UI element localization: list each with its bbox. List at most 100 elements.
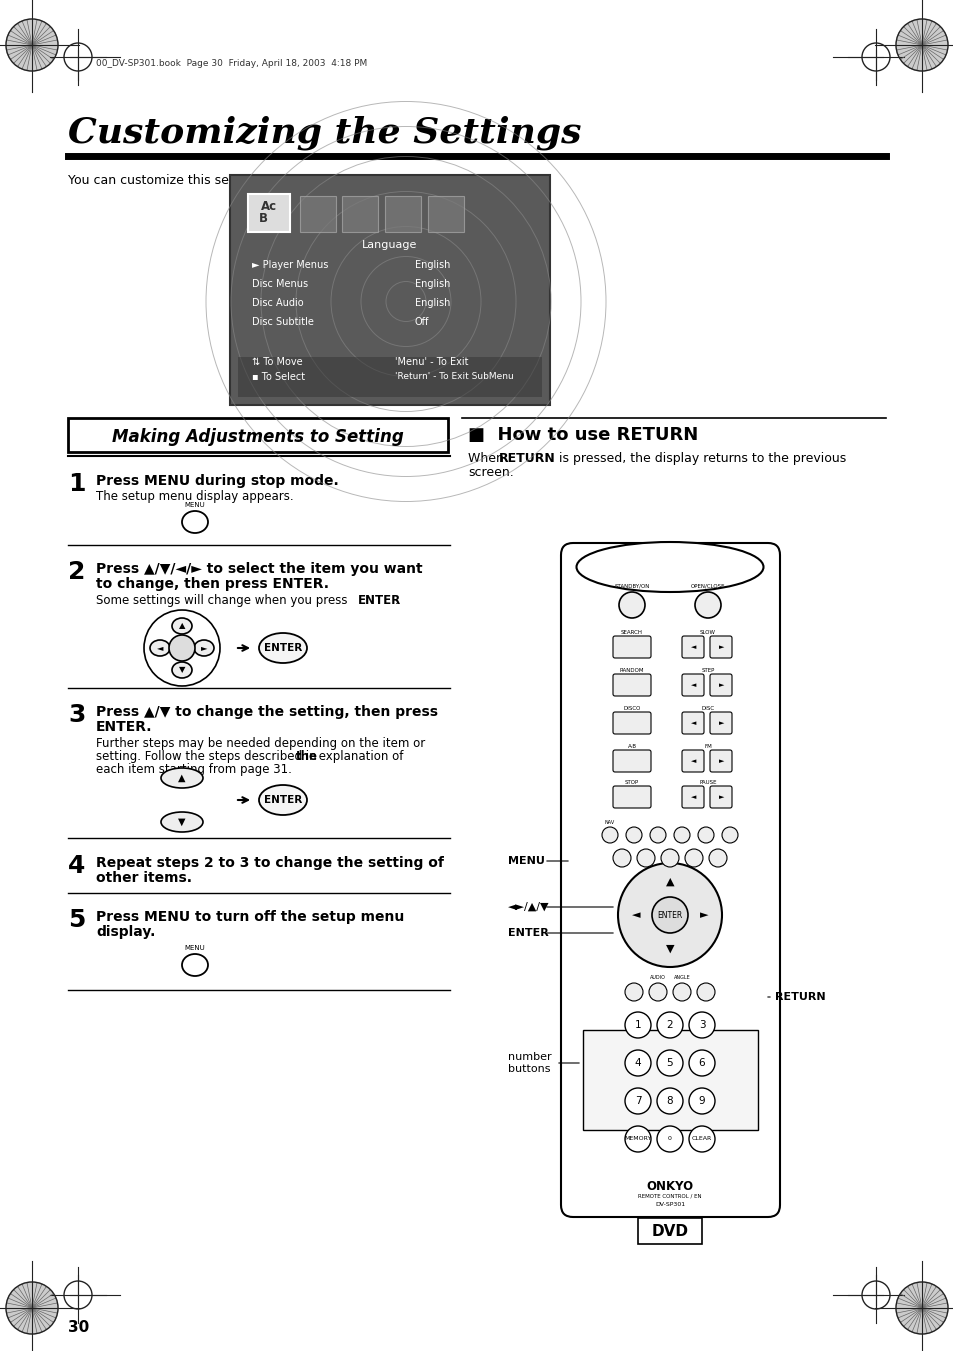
Circle shape (657, 1088, 682, 1115)
FancyBboxPatch shape (299, 196, 335, 232)
Text: ►: ► (719, 758, 724, 765)
Text: MENU: MENU (185, 944, 205, 951)
Text: ENTER.: ENTER. (96, 720, 152, 734)
Circle shape (688, 1125, 714, 1152)
Text: STEP: STEP (700, 667, 714, 673)
Text: DISC: DISC (700, 707, 714, 711)
FancyBboxPatch shape (582, 1029, 758, 1129)
Text: MENU: MENU (185, 503, 205, 508)
Text: ⇅ To Move: ⇅ To Move (252, 357, 302, 367)
Text: PAUSE: PAUSE (699, 780, 716, 785)
Text: ◄: ◄ (156, 643, 163, 653)
Text: FM: FM (703, 744, 711, 748)
Text: STANDBY/ON: STANDBY/ON (614, 584, 649, 588)
Text: 5: 5 (68, 908, 85, 932)
Circle shape (624, 1012, 650, 1038)
Text: ►: ► (719, 794, 724, 800)
Text: 9: 9 (698, 1096, 704, 1106)
Text: ENTER: ENTER (657, 911, 682, 920)
Ellipse shape (161, 812, 203, 832)
Text: SLOW: SLOW (700, 630, 716, 635)
Text: ◄: ◄ (631, 911, 639, 920)
FancyBboxPatch shape (428, 196, 463, 232)
Text: ◄: ◄ (691, 758, 696, 765)
Text: DVD: DVD (651, 1224, 688, 1239)
Text: ▼: ▼ (665, 944, 674, 954)
Text: 3: 3 (68, 703, 85, 727)
Text: Press ▲/▼/◄/► to select the item you want: Press ▲/▼/◄/► to select the item you wan… (96, 562, 422, 576)
Ellipse shape (193, 640, 213, 657)
Text: DISCO: DISCO (622, 707, 640, 711)
FancyBboxPatch shape (248, 195, 290, 232)
Text: ENTER: ENTER (507, 928, 548, 938)
Text: ◄: ◄ (691, 682, 696, 688)
FancyBboxPatch shape (681, 712, 703, 734)
Text: ►: ► (719, 720, 724, 725)
Text: RANDOM: RANDOM (619, 667, 643, 673)
Text: ◄: ◄ (691, 644, 696, 650)
Polygon shape (895, 19, 947, 72)
Text: Repeat steps 2 to 3 to change the setting of: Repeat steps 2 to 3 to change the settin… (96, 857, 443, 870)
Text: NAV: NAV (604, 820, 615, 825)
Text: The setup menu display appears.: The setup menu display appears. (96, 490, 294, 503)
Text: You can customize this setting menu according to your preferences.: You can customize this setting menu acco… (68, 174, 494, 186)
Text: Making Adjustments to Setting: Making Adjustments to Setting (112, 428, 403, 446)
Text: SEARCH: SEARCH (620, 630, 642, 635)
Text: the: the (295, 750, 317, 763)
Circle shape (169, 635, 194, 661)
Circle shape (672, 984, 690, 1001)
Circle shape (708, 848, 726, 867)
Text: ► Player Menus: ► Player Menus (252, 259, 328, 270)
Circle shape (673, 827, 689, 843)
Circle shape (660, 848, 679, 867)
Circle shape (695, 592, 720, 617)
Text: ►: ► (200, 643, 207, 653)
Ellipse shape (576, 542, 762, 592)
Text: Press MENU during stop mode.: Press MENU during stop mode. (96, 474, 338, 488)
FancyBboxPatch shape (613, 786, 650, 808)
Text: RETURN: RETURN (498, 453, 556, 465)
FancyBboxPatch shape (341, 196, 377, 232)
Text: CLEAR: CLEAR (691, 1136, 711, 1142)
Text: Off: Off (415, 317, 429, 327)
Text: Disc Subtitle: Disc Subtitle (252, 317, 314, 327)
Text: 3: 3 (698, 1020, 704, 1029)
Text: screen.: screen. (468, 466, 514, 480)
Circle shape (624, 1050, 650, 1075)
Circle shape (688, 1088, 714, 1115)
Text: RETURN: RETURN (774, 992, 824, 1002)
FancyBboxPatch shape (560, 543, 780, 1217)
Text: 'Return' - To Exit SubMenu: 'Return' - To Exit SubMenu (395, 372, 514, 381)
Text: 4: 4 (68, 854, 85, 878)
Text: display.: display. (96, 925, 155, 939)
Text: ENTER: ENTER (264, 794, 302, 805)
Text: REMOTE CONTROL / EN: REMOTE CONTROL / EN (638, 1194, 701, 1198)
Circle shape (648, 984, 666, 1001)
Text: 5: 5 (666, 1058, 673, 1069)
FancyBboxPatch shape (237, 357, 541, 397)
Circle shape (688, 1012, 714, 1038)
Text: ▼: ▼ (178, 666, 185, 674)
Text: ONKYO: ONKYO (646, 1179, 693, 1193)
FancyBboxPatch shape (709, 636, 731, 658)
Circle shape (697, 984, 714, 1001)
Circle shape (613, 848, 630, 867)
Polygon shape (6, 1282, 58, 1333)
Text: Some settings will change when you press: Some settings will change when you press (96, 594, 351, 607)
Circle shape (657, 1050, 682, 1075)
Ellipse shape (258, 785, 307, 815)
Text: to change, then press ENTER.: to change, then press ENTER. (96, 577, 329, 590)
Circle shape (657, 1012, 682, 1038)
Circle shape (684, 848, 702, 867)
Text: 4: 4 (634, 1058, 640, 1069)
Text: ►: ► (699, 911, 707, 920)
Text: Language: Language (362, 240, 417, 250)
Text: 6: 6 (698, 1058, 704, 1069)
Polygon shape (6, 19, 58, 72)
Text: DV-SP301: DV-SP301 (655, 1202, 684, 1206)
Text: AUDIO: AUDIO (649, 975, 665, 979)
Ellipse shape (161, 767, 203, 788)
FancyBboxPatch shape (385, 196, 420, 232)
Polygon shape (895, 1282, 947, 1333)
Text: 30: 30 (68, 1320, 90, 1335)
